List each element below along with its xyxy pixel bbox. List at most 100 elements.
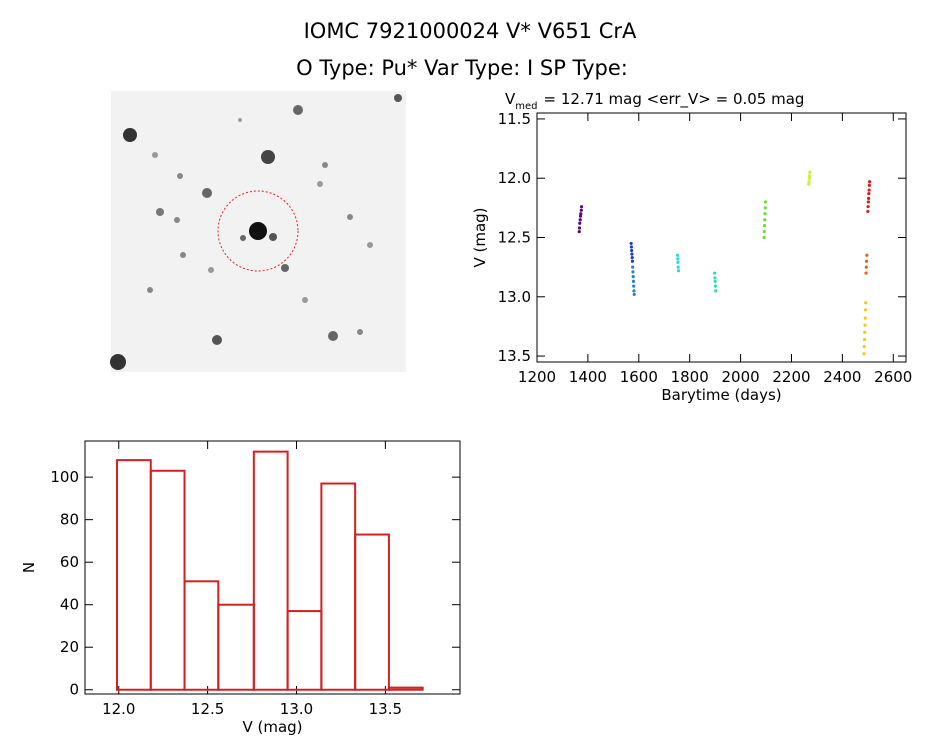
data-point xyxy=(713,284,717,288)
data-point xyxy=(579,212,583,216)
data-point xyxy=(629,245,634,249)
x-tick-label: 1600 xyxy=(620,368,658,386)
data-point xyxy=(863,330,867,334)
x-tick-label: 12.0 xyxy=(102,700,135,718)
data-point xyxy=(713,279,717,283)
histogram-bar xyxy=(252,450,289,691)
data-point xyxy=(676,260,680,264)
data-point xyxy=(630,248,634,253)
data-point xyxy=(763,200,768,204)
histogram-bar xyxy=(286,610,323,691)
data-point xyxy=(632,289,636,293)
data-point xyxy=(807,180,811,184)
x-tick-label: 1400 xyxy=(569,368,607,386)
data-point xyxy=(867,183,871,187)
y-axis-label: V (mag) xyxy=(471,207,489,267)
header-subtitle: O Type: Pu* Var Type: I SP Type: xyxy=(296,56,628,80)
data-point xyxy=(808,170,812,174)
histogram-bar xyxy=(320,482,357,691)
data-point xyxy=(714,289,718,293)
y-tick-label: 13.5 xyxy=(498,347,531,365)
data-point xyxy=(676,257,680,261)
histogram-bar xyxy=(387,686,424,691)
histogram-bar xyxy=(149,469,186,691)
data-point xyxy=(632,292,636,297)
title-main: V xyxy=(505,90,516,108)
header-title: IOMC 7921000024 V* V651 CrA xyxy=(304,19,637,43)
title-subscript: med xyxy=(515,101,537,112)
data-point xyxy=(763,218,767,222)
data-point xyxy=(862,337,867,342)
data-point xyxy=(578,214,583,218)
data-point xyxy=(675,253,680,257)
data-point xyxy=(578,218,582,222)
data-point xyxy=(630,259,635,263)
data-point xyxy=(676,265,680,269)
data-point xyxy=(713,276,717,280)
data-point xyxy=(713,271,717,275)
data-point xyxy=(866,200,870,204)
data-point xyxy=(631,270,635,274)
data-point xyxy=(630,252,634,256)
y-tick-label: 12.0 xyxy=(498,169,531,187)
y-tick-label: 100 xyxy=(50,468,79,486)
data-point xyxy=(632,284,636,288)
x-tick-label: 1800 xyxy=(671,368,709,386)
data-point xyxy=(866,196,871,200)
x-tick-label: 12.5 xyxy=(191,700,224,718)
x-axis-label: V (mag) xyxy=(242,718,302,736)
y-tick-label: 80 xyxy=(60,511,79,529)
y-axis-label: N xyxy=(20,562,38,573)
x-tick-label: 2400 xyxy=(823,368,861,386)
x-tick-label: 2000 xyxy=(721,368,759,386)
data-point xyxy=(631,275,635,279)
data-point xyxy=(866,205,870,209)
data-point xyxy=(868,180,872,184)
data-point xyxy=(577,226,582,230)
x-axis-label: Barytime (days) xyxy=(661,386,781,404)
data-point xyxy=(579,208,583,212)
data-point xyxy=(578,221,582,225)
data-point xyxy=(866,209,870,214)
y-tick-label: 13.0 xyxy=(498,288,531,306)
data-point xyxy=(865,253,869,257)
data-point xyxy=(807,182,811,186)
data-point xyxy=(763,212,767,216)
data-point xyxy=(864,265,868,269)
star-image xyxy=(110,91,406,372)
data-point xyxy=(577,229,581,234)
data-point xyxy=(862,352,866,356)
chart-title: Vmed = 12.71 mag <err_V> = 0.05 mag xyxy=(505,90,804,112)
y-tick-label: 60 xyxy=(60,553,79,571)
y-tick-label: 12.5 xyxy=(498,229,531,247)
title-rest: = 12.71 mag <err_V> = 0.05 mag xyxy=(544,90,805,109)
data-point xyxy=(863,308,868,312)
data-point xyxy=(864,271,868,275)
data-point xyxy=(867,192,871,196)
data-point xyxy=(807,176,811,180)
data-point xyxy=(763,206,767,210)
x-tick-label: 2600 xyxy=(874,368,912,386)
plot-frame xyxy=(84,440,461,695)
y-tick-label: 40 xyxy=(60,596,79,614)
data-point xyxy=(862,344,866,349)
x-tick-label: 1200 xyxy=(518,368,556,386)
data-point xyxy=(676,269,681,273)
data-point xyxy=(863,323,867,327)
data-point xyxy=(579,205,584,209)
data-point xyxy=(867,188,871,192)
data-point xyxy=(629,241,633,246)
x-tick-label: 2200 xyxy=(772,368,810,386)
data-point xyxy=(762,229,766,234)
histogram-bar xyxy=(115,459,152,691)
histogram-bar xyxy=(354,533,390,691)
y-tick-label: 11.5 xyxy=(498,110,531,128)
data-point xyxy=(631,279,636,283)
histogram-bar xyxy=(183,580,220,691)
x-tick-label: 13.5 xyxy=(369,700,402,718)
data-point xyxy=(807,174,812,178)
data-point xyxy=(864,301,868,305)
data-point xyxy=(864,259,869,263)
